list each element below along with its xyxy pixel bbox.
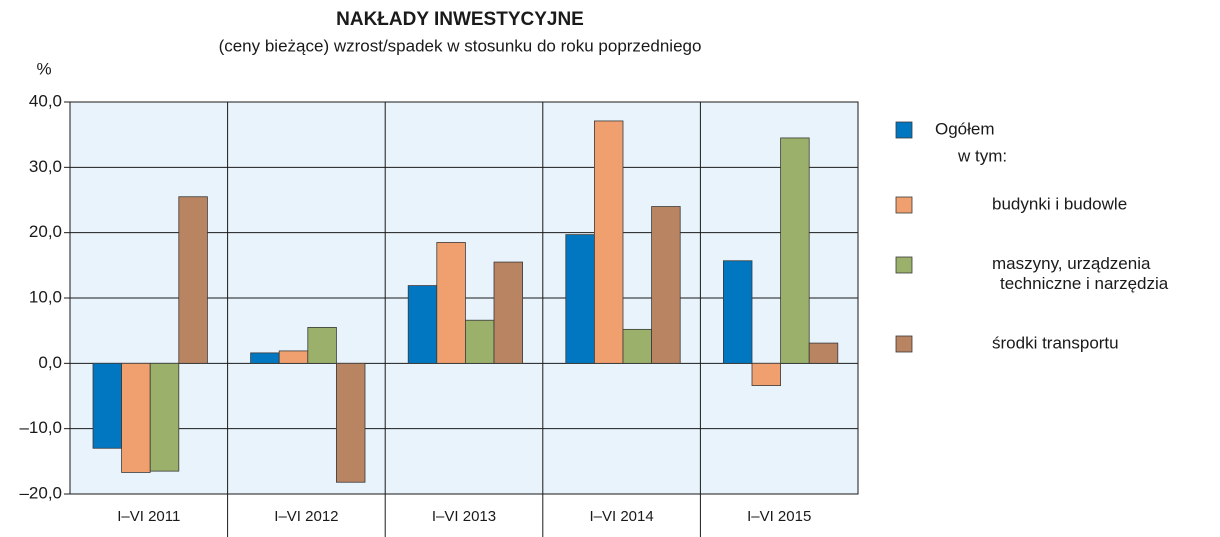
x-tick-label: I–VI 2012 [274, 508, 338, 525]
bar [651, 206, 681, 364]
bar [780, 137, 810, 364]
bar [149, 362, 180, 472]
bar [121, 362, 151, 473]
y-tick-label: 40,0 [29, 91, 62, 110]
bar [808, 342, 839, 364]
legend-label: budynki i budowle [992, 194, 1127, 213]
legend-label: maszyny, urządzenia techniczne i narzędzi… [992, 254, 1169, 293]
legend-label: Ogółem [935, 119, 995, 138]
bar [407, 285, 438, 364]
bar [250, 352, 280, 364]
legend-swatch [895, 256, 913, 274]
chart-title: NAKŁADY INWESTYCYJNE [336, 9, 584, 30]
x-tick-label: I–VI 2013 [432, 508, 496, 525]
y-tick-label: 20,0 [29, 222, 62, 241]
bar [278, 350, 309, 364]
y-tick-label: 30,0 [29, 157, 62, 176]
legend-swatch [895, 196, 913, 214]
bar [436, 242, 466, 364]
bar [493, 261, 524, 364]
bar [622, 328, 653, 364]
y-tick-label: –20,0 [19, 483, 62, 502]
legend-label: środki transportu [992, 333, 1119, 352]
legend-swatch [895, 335, 913, 353]
legend-swatch [895, 121, 913, 139]
bar [307, 326, 337, 364]
x-tick-label: I–VI 2015 [747, 508, 811, 525]
x-tick-label: I–VI 2014 [589, 508, 653, 525]
bar [178, 196, 208, 364]
y-tick-label: –10,0 [19, 418, 62, 437]
bar [594, 120, 624, 364]
y-axis-label: % [36, 59, 51, 78]
bar [335, 362, 366, 483]
plot-border [69, 101, 859, 495]
bar [464, 319, 495, 364]
y-tick-label: 0,0 [38, 353, 62, 372]
bar [565, 234, 595, 364]
legend-subheading: w tym: [957, 146, 1007, 165]
chart-subtitle: (ceny bieżące) wzrost/spadek w stosunku … [219, 36, 702, 55]
x-tick-label: I–VI 2011 [117, 508, 180, 525]
y-tick-label: 10,0 [29, 287, 62, 306]
bar [751, 362, 782, 386]
bar [92, 362, 123, 449]
bar [723, 260, 753, 364]
